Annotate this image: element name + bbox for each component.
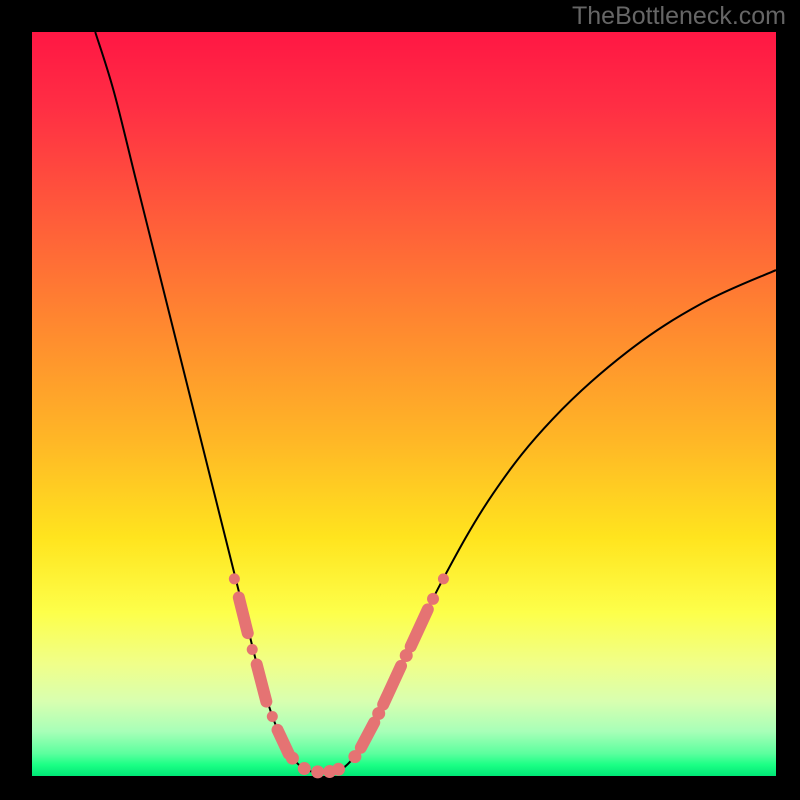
marker-dot [438,573,449,584]
marker-dot [311,765,324,778]
marker-dot [427,593,439,605]
marker-dot [247,644,258,655]
marker-dot [298,762,311,775]
bottleneck-chart [0,0,800,800]
marker-dot [286,752,299,765]
marker-dot [229,573,240,584]
marker-dot [267,711,278,722]
marker-dot [332,763,345,776]
